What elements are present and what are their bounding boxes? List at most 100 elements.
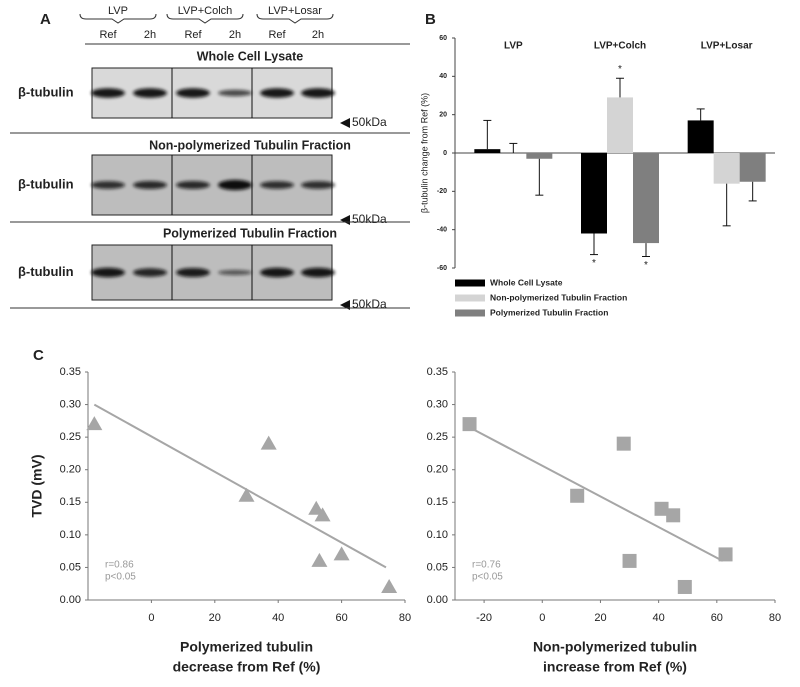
y-axis-label: TVD (mV) (29, 455, 45, 518)
x-tick-label: 60 (335, 612, 347, 624)
y-axis-label: β-tubulin change from Ref (%) (419, 93, 429, 213)
y-tick-label: 20 (439, 112, 447, 119)
annotation: p<0.05 (472, 572, 503, 583)
band (260, 267, 294, 278)
category-label: LVP+Losar (701, 41, 753, 52)
band (260, 88, 294, 98)
data-point (260, 435, 277, 450)
bar (739, 153, 766, 182)
x-tick-label: 40 (272, 612, 284, 624)
section-title: Non-polymerized Tubulin Fraction (149, 138, 351, 152)
x-tick-label: 20 (209, 612, 221, 624)
legend-label: Non-polymerized Tubulin Fraction (490, 292, 627, 302)
protein-label: β-tubulin (18, 176, 74, 191)
y-tick-label: -40 (437, 227, 447, 234)
y-tick-label: -60 (437, 265, 447, 272)
category-label: LVP (504, 41, 523, 52)
x-tick-label: 40 (653, 612, 665, 624)
data-point (570, 488, 585, 503)
legend-label: Whole Cell Lysate (490, 277, 563, 287)
data-point (333, 546, 350, 561)
size-marker: 50kDa (352, 115, 387, 129)
y-tick-label: 0.15 (60, 496, 81, 508)
brace (79, 13, 157, 24)
band (176, 180, 210, 190)
x-axis-label: increase from Ref (%) (543, 659, 687, 675)
band (301, 181, 335, 189)
protein-label: β-tubulin (18, 264, 74, 279)
annotation: r=0.86 (105, 560, 134, 571)
legend-swatch (455, 294, 485, 302)
bar (526, 153, 553, 159)
x-axis-label: decrease from Ref (%) (173, 659, 321, 675)
legend-label: Polymerized Tubulin Fraction (490, 307, 608, 317)
x-tick-label: 80 (769, 612, 781, 624)
y-tick-label: 0.05 (60, 561, 81, 573)
group-label: LVP+Colch (178, 5, 233, 17)
x-tick-label: 0 (148, 612, 154, 624)
data-point (718, 547, 733, 562)
data-point (666, 508, 681, 523)
x-axis-label: Polymerized tubulin (180, 639, 313, 655)
trend-line (469, 426, 724, 562)
category-label: LVP+Colch (594, 41, 646, 52)
lane-label: Ref (184, 29, 202, 41)
data-point (462, 417, 477, 432)
band (301, 267, 335, 278)
bar (687, 120, 714, 153)
bar (607, 97, 633, 153)
band (218, 179, 252, 191)
legend-swatch (455, 309, 485, 317)
y-tick-label: -20 (437, 188, 447, 195)
band (133, 88, 167, 98)
band (260, 181, 294, 189)
y-tick-label: 0.15 (427, 496, 448, 508)
lane-label: 2h (144, 29, 156, 41)
blot-image (91, 154, 333, 216)
band (176, 88, 210, 98)
data-point (616, 436, 631, 451)
marker-arrow (340, 118, 350, 128)
lane-label: Ref (268, 29, 286, 41)
x-tick-label: 80 (399, 612, 411, 624)
annotation: r=0.76 (472, 560, 501, 571)
group-label: LVP (108, 5, 128, 17)
band (218, 269, 252, 276)
x-tick-label: 20 (594, 612, 606, 624)
data-point (381, 578, 398, 593)
y-tick-label: 0.05 (427, 561, 448, 573)
lane-label: 2h (312, 29, 324, 41)
data-point (86, 416, 103, 431)
significance-mark: * (618, 64, 622, 75)
y-tick-label: 0.00 (60, 594, 81, 606)
band (133, 268, 167, 277)
band (91, 267, 125, 278)
blot-image (91, 244, 333, 301)
brace (166, 13, 244, 24)
data-point (677, 579, 692, 594)
y-tick-label: 40 (439, 73, 447, 80)
band (301, 88, 335, 98)
marker-arrow (340, 215, 350, 225)
data-point (311, 552, 328, 567)
bar (474, 149, 501, 153)
y-tick-label: 0.25 (427, 431, 448, 443)
y-tick-label: 0 (443, 150, 447, 157)
x-axis-label: Non-polymerized tubulin (533, 639, 697, 655)
band (176, 267, 210, 278)
size-marker: 50kDa (352, 212, 387, 226)
panel-label: A (40, 11, 51, 28)
y-tick-label: 0.20 (60, 464, 81, 476)
band (133, 180, 167, 190)
brace (256, 13, 334, 24)
x-tick-label: 0 (539, 612, 545, 624)
y-tick-label: 0.10 (427, 529, 448, 541)
data-point (238, 487, 255, 502)
y-tick-label: 0.30 (427, 398, 448, 410)
blot-image (91, 67, 333, 119)
x-tick-label: 60 (711, 612, 723, 624)
y-tick-label: 0.35 (60, 366, 81, 378)
trend-line (93, 403, 387, 569)
bar (633, 153, 659, 244)
data-point (622, 553, 637, 568)
